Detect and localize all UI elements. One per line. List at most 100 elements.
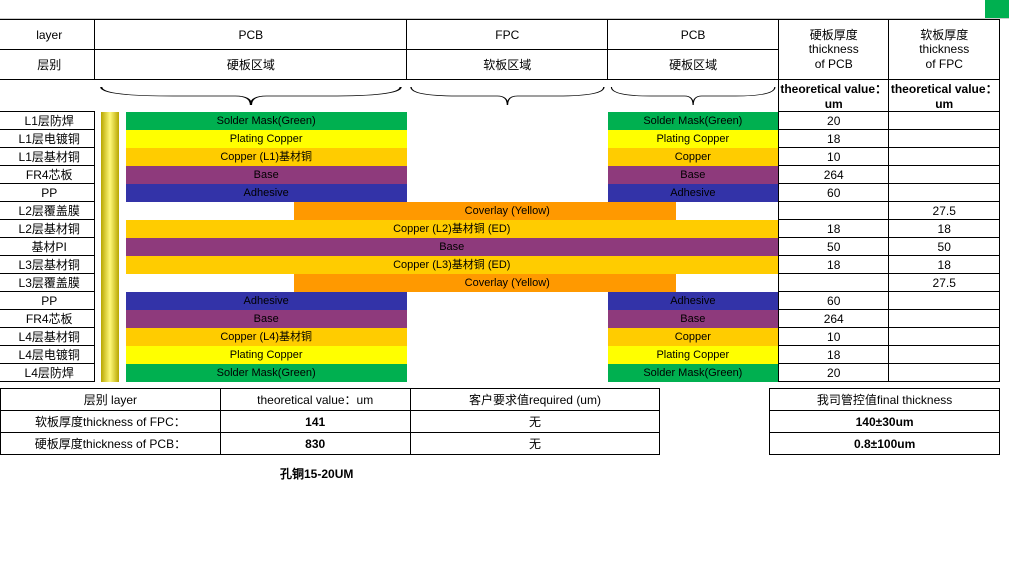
- stack-row-l2-cov: L2层覆盖膜Coverlay (Yellow)27.5: [0, 202, 1000, 220]
- sum-fpc-final: 140±30um: [770, 411, 1000, 433]
- val-pcb: 60: [778, 184, 888, 202]
- bar-pcb-left: Base: [126, 310, 407, 328]
- val-fpc: [889, 364, 1000, 382]
- layer-bar: Copper (L4)基材铜: [126, 328, 407, 346]
- row-label: L3层基材铜: [0, 256, 95, 274]
- layer-bar: Base: [126, 310, 407, 328]
- row-label: L1层基材铜: [0, 148, 95, 166]
- row-label: L2层基材铜: [0, 220, 95, 238]
- sum-hdr-final: 我司管控值final thickness: [770, 389, 1000, 411]
- bar-pcb-left: Adhesive: [126, 292, 407, 310]
- val-fpc: 50: [889, 238, 1000, 256]
- val-fpc: [889, 346, 1000, 364]
- bar-pcb-right: Plating Copper: [608, 346, 779, 364]
- val-pcb: 18: [778, 220, 888, 238]
- bar-gap: [407, 184, 608, 202]
- val-pcb: 18: [778, 130, 888, 148]
- row-label: L2层覆盖膜: [0, 202, 95, 220]
- val-fpc: [889, 148, 1000, 166]
- bar-pcb-right-empty: [608, 202, 779, 220]
- layer-bar: Solder Mask(Green): [608, 364, 778, 382]
- stack-row-l3-cu: L3层基材铜Copper (L3)基材铜 (ED)1818: [0, 256, 1000, 274]
- sum-hdr-theo: theoretical value：um: [220, 389, 410, 411]
- val-fpc: [889, 130, 1000, 148]
- stack-row-l3-cov: L3层覆盖膜 Coverlay (Yellow) 27.5: [0, 274, 1000, 292]
- bar-pcb-right: Base: [608, 310, 779, 328]
- hdr-pcb-region: 硬板区域: [95, 50, 407, 80]
- val-fpc: [889, 112, 1000, 130]
- layer-bar: Adhesive: [608, 292, 778, 310]
- stack-row-l1-sm: L1层防焊Solder Mask(Green)Solder Mask(Green…: [0, 112, 1000, 130]
- row-label: PP: [0, 184, 95, 202]
- val-pcb: 50: [778, 238, 888, 256]
- layer-bar: Solder Mask(Green): [608, 112, 778, 130]
- sum-pcb-final: 0.8±100um: [770, 433, 1000, 455]
- bar-full: Base: [126, 238, 779, 256]
- layer-bar: Plating Copper: [608, 346, 778, 364]
- bar-pcb-right: Adhesive: [608, 292, 779, 310]
- brace-pcb2: [608, 80, 779, 112]
- sum-pcb-req: 无: [410, 433, 660, 455]
- bar-gap: [407, 346, 608, 364]
- layer-bar: Copper: [608, 328, 778, 346]
- layer-bar: Adhesive: [608, 184, 778, 202]
- bar-full: Copper (L3)基材铜 (ED): [126, 256, 779, 274]
- val-pcb: 20: [778, 112, 888, 130]
- sum-hdr-layer: 层别 layer: [1, 389, 221, 411]
- hdr-th-fpc: 软板厚度thicknessof FPC: [889, 20, 1000, 80]
- bar-gap: [407, 292, 608, 310]
- val-fpc: [889, 328, 1000, 346]
- bar-pcb-left: Plating Copper: [126, 346, 407, 364]
- layer-bar: Plating Copper: [608, 130, 778, 148]
- stack-row-pp-1: PPAdhesiveAdhesive60: [0, 184, 1000, 202]
- val-fpc: 18: [889, 256, 1000, 274]
- hdr-layer: layer: [0, 20, 95, 50]
- bar-gap: [407, 328, 608, 346]
- layer-bar: Copper (L2)基材铜 (ED): [126, 220, 778, 238]
- layer-bar: Adhesive: [126, 292, 407, 310]
- hdr-pcb2-region: 硬板区域: [608, 50, 779, 80]
- val-fpc: [889, 166, 1000, 184]
- row-label: L1层电镀铜: [0, 130, 95, 148]
- bar-pcb-left: Copper (L1)基材铜: [126, 148, 407, 166]
- bar-pcb-right: Copper: [608, 148, 779, 166]
- val-pcb: 264: [778, 166, 888, 184]
- row-label: FR4芯板: [0, 166, 95, 184]
- row-label: L1层防焊: [0, 112, 95, 130]
- val-pcb: 10: [778, 328, 888, 346]
- bar-pcb-right: Solder Mask(Green): [608, 112, 779, 130]
- layer-bar: Base: [126, 238, 778, 256]
- bar-pcb-right: Copper: [608, 328, 779, 346]
- bar-gap: [407, 364, 608, 382]
- layer-bar: Plating Copper: [126, 346, 407, 364]
- sum-pcb-theo: 830: [220, 433, 410, 455]
- hdr-pcb2: PCB: [608, 20, 779, 50]
- stackup-table: layer PCB FPC PCB 硬板厚度thicknessof PCB 软板…: [0, 19, 1000, 382]
- brace-fpc: [407, 80, 608, 112]
- bar-full: Copper (L2)基材铜 (ED): [126, 220, 779, 238]
- sum-hdr-req: 客户要求值required (um): [410, 389, 660, 411]
- bar-pcb-right: Adhesive: [608, 184, 779, 202]
- row-label: PP: [0, 292, 95, 310]
- sum-pcb-lbl: 硬板厚度thickness of PCB：: [1, 433, 221, 455]
- layer-bar: Solder Mask(Green): [126, 364, 407, 382]
- stack-row-fr4-2: FR4芯板BaseBase264: [0, 310, 1000, 328]
- bar-pcb-left: Solder Mask(Green): [126, 364, 407, 382]
- row-label: 基材PI: [0, 238, 95, 256]
- bar-gap: [407, 310, 608, 328]
- brace-pcb1: [95, 80, 407, 112]
- bar-pcb-left: Base: [126, 166, 407, 184]
- row-label: L3层覆盖膜: [0, 274, 95, 292]
- val-fpc: 27.5: [889, 274, 1000, 292]
- val-pcb: [778, 202, 888, 220]
- layer-bar: Copper (L1)基材铜: [126, 148, 407, 166]
- stack-row-pp-2: PPAdhesiveAdhesive60: [0, 292, 1000, 310]
- sum-fpc-theo: 141: [220, 411, 410, 433]
- val-fpc: 27.5: [889, 202, 1000, 220]
- layer-bar: Coverlay (Yellow): [407, 274, 608, 292]
- stack-row-fr4-1: FR4芯板BaseBase264: [0, 166, 1000, 184]
- stack-row-l1-cu: L1层基材铜Copper (L1)基材铜Copper10: [0, 148, 1000, 166]
- layer-bar: Adhesive: [126, 184, 407, 202]
- bar-pcb-right: Plating Copper: [608, 130, 779, 148]
- val-pcb: 20: [778, 364, 888, 382]
